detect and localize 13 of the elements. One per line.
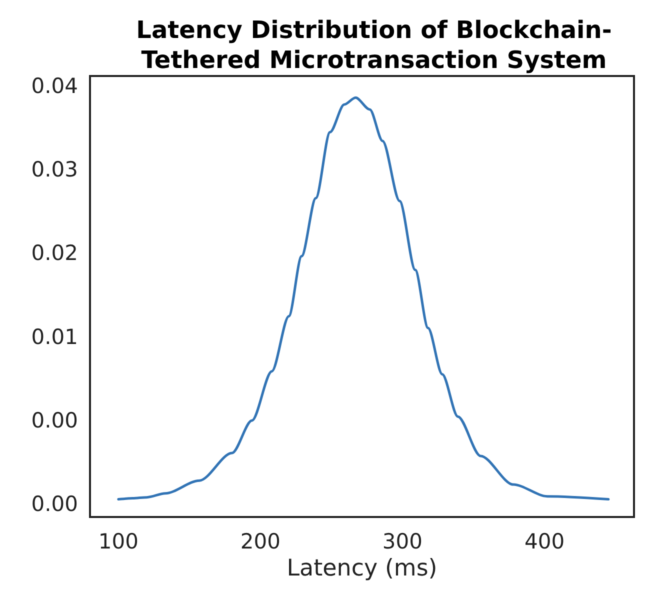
x-tick-label: 400 [524, 530, 565, 554]
x-tick-label: 200 [240, 530, 280, 554]
x-tick-label: 100 [98, 530, 138, 554]
y-tick-label: 0.04 [31, 74, 78, 98]
y-tick-label: 0.00 [31, 492, 78, 516]
x-axis-title: Latency (ms) [286, 555, 438, 582]
y-tick-label: 0.03 [31, 158, 78, 182]
x-tick-label: 300 [382, 530, 423, 554]
line-series [117, 96, 610, 501]
y-tick-label: 0.00 [31, 408, 78, 433]
chart-title: Latency Distribution of Blockchain- Tethered Microtransaction System [136, 16, 612, 74]
y-tick-label: 0.02 [31, 241, 78, 266]
y-tick-label: 0.01 [31, 324, 78, 349]
